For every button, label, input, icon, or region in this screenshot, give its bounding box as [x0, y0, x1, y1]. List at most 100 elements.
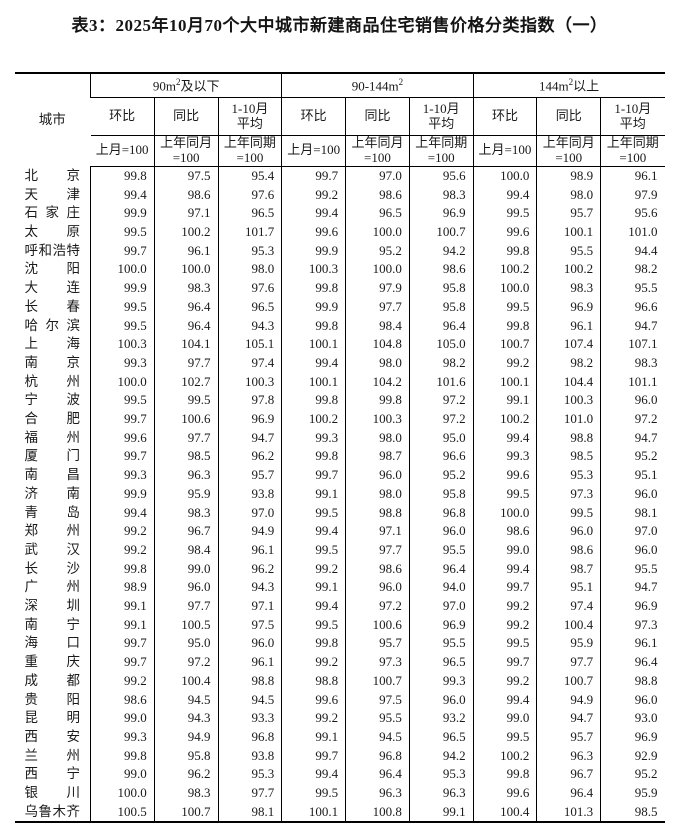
city-cell: 乌鲁木齐: [24, 803, 81, 819]
value-cell: 100.4: [472, 802, 537, 823]
table-row: 天津 99.4 98.6 97.6 99.2 98.6 98.3 99.4 98.0 97.9: [15, 185, 665, 205]
value-cell: 100.3: [217, 372, 282, 392]
base-header-prev-month: 上月=100: [472, 135, 537, 167]
value-cell: 100.5: [153, 615, 219, 635]
value-cell: 98.6: [345, 559, 410, 579]
value-cell: 96.4: [153, 316, 219, 336]
metric-header-mom: 环比: [281, 97, 346, 136]
value-cell: 100.8: [345, 802, 410, 823]
metric-header-avg: 1-10月 平均: [408, 97, 474, 136]
value-cell: 99.7: [90, 653, 155, 672]
value-cell: 96.4: [600, 653, 665, 672]
value-cell: 99.2: [281, 559, 346, 579]
value-cell: 99.3: [90, 466, 155, 485]
table-row: 青岛 99.4 98.3 97.0 99.5 98.8 96.8 100.0 99.5 98.1: [15, 503, 665, 523]
value-cell: 99.8: [472, 765, 537, 785]
value-cell: 95.9: [153, 484, 219, 504]
table-row: 南宁 99.1 100.5 97.5 99.5 100.6 96.9 99.2 100.4 97.…: [15, 615, 665, 635]
city-cell: 昆明: [24, 710, 81, 726]
value-cell: 99.3: [408, 671, 474, 691]
base-label: 上年同期: [415, 135, 468, 150]
value-cell: 95.3: [217, 241, 282, 261]
value-cell: 95.2: [600, 447, 665, 467]
value-cell: 93.0: [600, 709, 665, 728]
value-cell: 94.5: [345, 727, 410, 747]
value-cell: 99.7: [90, 634, 155, 654]
value-cell: 100.7: [408, 222, 474, 242]
value-cell: 97.6: [217, 279, 282, 298]
value-cell: 99.5: [472, 727, 537, 747]
value-cell: 97.7: [153, 428, 219, 448]
value-cell: 99.1: [281, 484, 346, 504]
value-cell: 99.8: [472, 316, 537, 336]
value-cell: 99.5: [90, 297, 155, 317]
value-cell: 95.7: [536, 727, 601, 747]
value-cell: 95.7: [217, 466, 282, 485]
table-row: 海口 99.7 95.0 96.0 99.8 95.7 95.5 99.5 95.9 96.1: [15, 634, 665, 654]
value-cell: 97.0: [345, 166, 410, 186]
value-cell: 99.2: [472, 671, 537, 691]
city-cell: 厦门: [24, 448, 81, 464]
value-cell: 100.2: [472, 410, 537, 429]
table-row: 长春 99.5 96.4 96.5 99.9 97.7 95.8 99.5 96.9 96.6: [15, 297, 665, 317]
value-cell: 99.8: [281, 391, 346, 411]
value-cell: 95.8: [408, 279, 474, 298]
table-row: 厦门 99.7 98.5 96.2 99.8 98.7 96.6 99.3 98.5 95.2: [15, 447, 665, 467]
value-cell: 96.8: [345, 746, 410, 766]
value-cell: 96.5: [408, 727, 474, 747]
value-cell: 100.0: [153, 260, 219, 280]
value-cell: 96.4: [408, 559, 474, 579]
value-cell: 97.1: [217, 597, 282, 616]
value-cell: 94.2: [408, 746, 474, 766]
value-cell: 99.2: [90, 671, 155, 691]
value-cell: 98.0: [345, 353, 410, 373]
value-cell: 96.1: [217, 653, 282, 672]
value-cell: 97.7: [153, 353, 219, 373]
table-row: 昆明 99.0 94.3 93.3 99.2 95.5 93.2 99.0 94.7 93.0: [15, 709, 665, 728]
value-cell: 99.7: [472, 653, 537, 672]
value-cell: 100.2: [472, 260, 537, 280]
value-cell: 99.1: [90, 597, 155, 616]
value-cell: 96.9: [600, 727, 665, 747]
value-cell: 107.1: [600, 335, 665, 354]
city-cell: 大连: [24, 280, 81, 296]
base-label: 上年同期: [606, 135, 659, 150]
city-cell: 哈尔滨: [24, 317, 81, 333]
value-cell: 96.8: [217, 727, 282, 747]
value-cell: 97.5: [217, 615, 282, 635]
city-cell: 兰州: [24, 747, 81, 763]
value-cell: 94.3: [217, 316, 282, 336]
value-cell: 97.4: [536, 597, 601, 616]
value-cell: 104.8: [345, 335, 410, 354]
city-cell: 上海: [24, 336, 81, 352]
base-header-prev-year-month: 上年同月 =100: [345, 135, 410, 167]
value-cell: 99.4: [472, 428, 537, 448]
value-cell: 100.2: [153, 222, 219, 242]
value-cell: 98.1: [600, 503, 665, 523]
value-cell: 97.3: [345, 653, 410, 672]
value-cell: 99.8: [90, 166, 155, 186]
value-cell: 94.9: [153, 727, 219, 747]
value-cell: 96.1: [217, 540, 282, 560]
value-cell: 101.1: [600, 372, 665, 392]
value-cell: 99.2: [472, 615, 537, 635]
value-cell: 96.0: [600, 690, 665, 710]
value-cell: 97.9: [345, 279, 410, 298]
value-cell: 99.2: [281, 653, 346, 672]
city-cell: 武汉: [24, 541, 81, 557]
table-row: 南京 99.3 97.7 97.4 99.4 98.0 98.2 99.2 98.2 98.3: [15, 353, 665, 373]
value-cell: 99.1: [408, 802, 474, 823]
table-row: 武汉 99.2 98.4 96.1 99.5 97.7 95.5 99.0 98.6 96.0: [15, 540, 665, 560]
metric-header-avg: 1-10月 平均: [600, 97, 665, 136]
value-cell: 96.9: [536, 297, 601, 317]
value-cell: 94.7: [600, 316, 665, 336]
value-cell: 96.4: [536, 784, 601, 803]
metric-label: 环比: [491, 108, 518, 124]
metric-header-yoy: 同比: [153, 97, 219, 136]
value-cell: 97.2: [408, 391, 474, 411]
value-cell: 97.2: [600, 410, 665, 429]
value-cell: 94.3: [217, 578, 282, 598]
value-cell: 96.9: [408, 204, 474, 223]
base-label: =100: [236, 149, 264, 165]
